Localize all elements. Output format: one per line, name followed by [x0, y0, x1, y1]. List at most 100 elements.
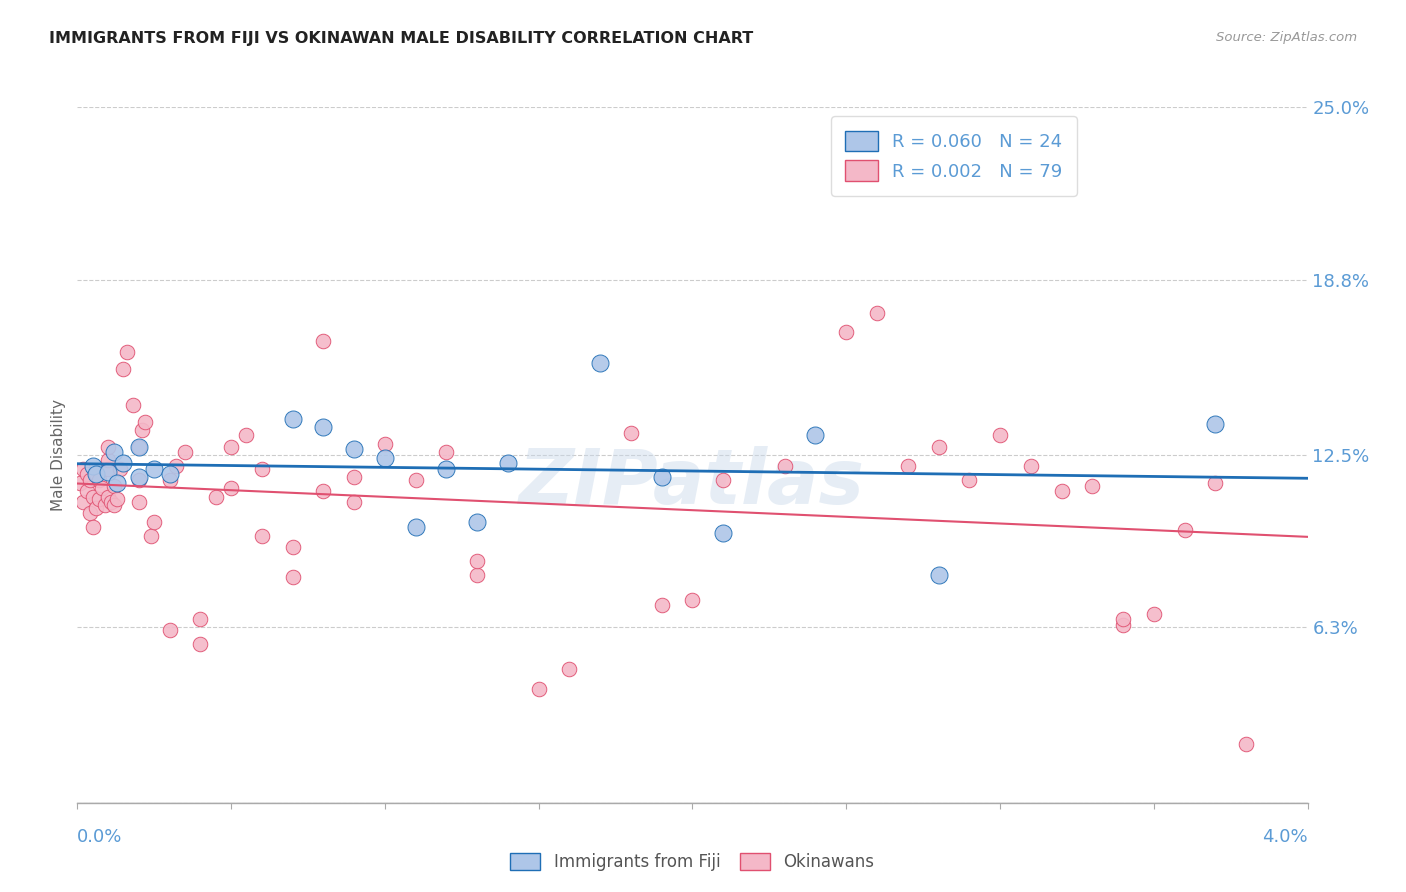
- Point: [141, 528, 163, 542]
- Text: ZIPatlas: ZIPatlas: [519, 446, 866, 520]
- Point: [87, 473, 110, 487]
- Point: [94, 498, 117, 512]
- Point: [281, 540, 304, 554]
- Point: [651, 470, 673, 484]
- Point: [496, 456, 519, 470]
- Point: [835, 326, 858, 340]
- Point: [436, 445, 458, 459]
- Point: [1112, 612, 1135, 626]
- Point: [1050, 484, 1073, 499]
- Point: [711, 525, 734, 540]
- Point: [558, 662, 581, 676]
- Text: 4.0%: 4.0%: [1263, 828, 1308, 846]
- Point: [128, 470, 150, 484]
- Point: [188, 637, 212, 651]
- Point: [405, 520, 427, 534]
- Point: [250, 462, 273, 476]
- Point: [1081, 478, 1104, 492]
- Point: [957, 473, 980, 487]
- Point: [103, 445, 125, 459]
- Point: [235, 428, 257, 442]
- Point: [1204, 475, 1226, 490]
- Point: [97, 440, 120, 454]
- Point: [1019, 458, 1042, 473]
- Text: 0.0%: 0.0%: [77, 828, 122, 846]
- Point: [527, 681, 550, 696]
- Point: [773, 458, 796, 473]
- Point: [100, 495, 122, 509]
- Point: [82, 520, 104, 534]
- Point: [72, 462, 94, 476]
- Point: [312, 484, 335, 499]
- Point: [128, 473, 150, 487]
- Point: [1143, 607, 1166, 621]
- Point: [97, 462, 120, 476]
- Point: [82, 490, 104, 504]
- Point: [112, 361, 135, 376]
- Point: [204, 490, 226, 504]
- Point: [90, 481, 114, 495]
- Point: [374, 450, 396, 465]
- Point: [436, 462, 458, 476]
- Point: [103, 498, 125, 512]
- Point: [682, 592, 704, 607]
- Point: [250, 528, 273, 542]
- Point: [72, 495, 94, 509]
- Point: [115, 345, 138, 359]
- Text: Source: ZipAtlas.com: Source: ZipAtlas.com: [1216, 31, 1357, 45]
- Point: [97, 490, 120, 504]
- Point: [374, 437, 396, 451]
- Point: [1174, 523, 1197, 537]
- Point: [110, 462, 132, 476]
- Point: [281, 570, 304, 584]
- Point: [76, 467, 98, 482]
- Point: [465, 515, 488, 529]
- Point: [128, 495, 150, 509]
- Point: [405, 473, 427, 487]
- Point: [159, 467, 181, 482]
- Point: [103, 478, 125, 492]
- Point: [143, 462, 166, 476]
- Point: [79, 507, 101, 521]
- Point: [465, 567, 488, 582]
- Point: [589, 356, 612, 370]
- Point: [134, 415, 156, 429]
- Point: [105, 492, 128, 507]
- Point: [620, 425, 643, 440]
- Legend: Immigrants from Fiji, Okinawans: Immigrants from Fiji, Okinawans: [503, 847, 882, 878]
- Point: [651, 598, 673, 612]
- Point: [143, 515, 166, 529]
- Point: [219, 440, 242, 454]
- Point: [159, 473, 181, 487]
- Point: [343, 442, 366, 457]
- Point: [159, 624, 181, 638]
- Point: [988, 428, 1011, 442]
- Point: [928, 567, 950, 582]
- Point: [312, 420, 335, 434]
- Point: [79, 473, 101, 487]
- Point: [1204, 417, 1226, 432]
- Point: [84, 500, 107, 515]
- Point: [219, 481, 242, 495]
- Point: [804, 428, 827, 442]
- Point: [312, 334, 335, 348]
- Point: [82, 458, 104, 473]
- Point: [465, 554, 488, 568]
- Point: [87, 492, 110, 507]
- Point: [281, 411, 304, 425]
- Point: [131, 423, 153, 437]
- Point: [84, 467, 107, 482]
- Point: [866, 306, 889, 320]
- Point: [112, 456, 135, 470]
- Point: [928, 440, 950, 454]
- Point: [1112, 617, 1135, 632]
- Point: [897, 458, 920, 473]
- Point: [69, 475, 91, 490]
- Text: IMMIGRANTS FROM FIJI VS OKINAWAN MALE DISABILITY CORRELATION CHART: IMMIGRANTS FROM FIJI VS OKINAWAN MALE DI…: [49, 31, 754, 46]
- Point: [343, 495, 366, 509]
- Point: [121, 398, 143, 412]
- Point: [128, 440, 150, 454]
- Point: [1234, 737, 1257, 751]
- Point: [188, 612, 212, 626]
- Point: [76, 484, 98, 499]
